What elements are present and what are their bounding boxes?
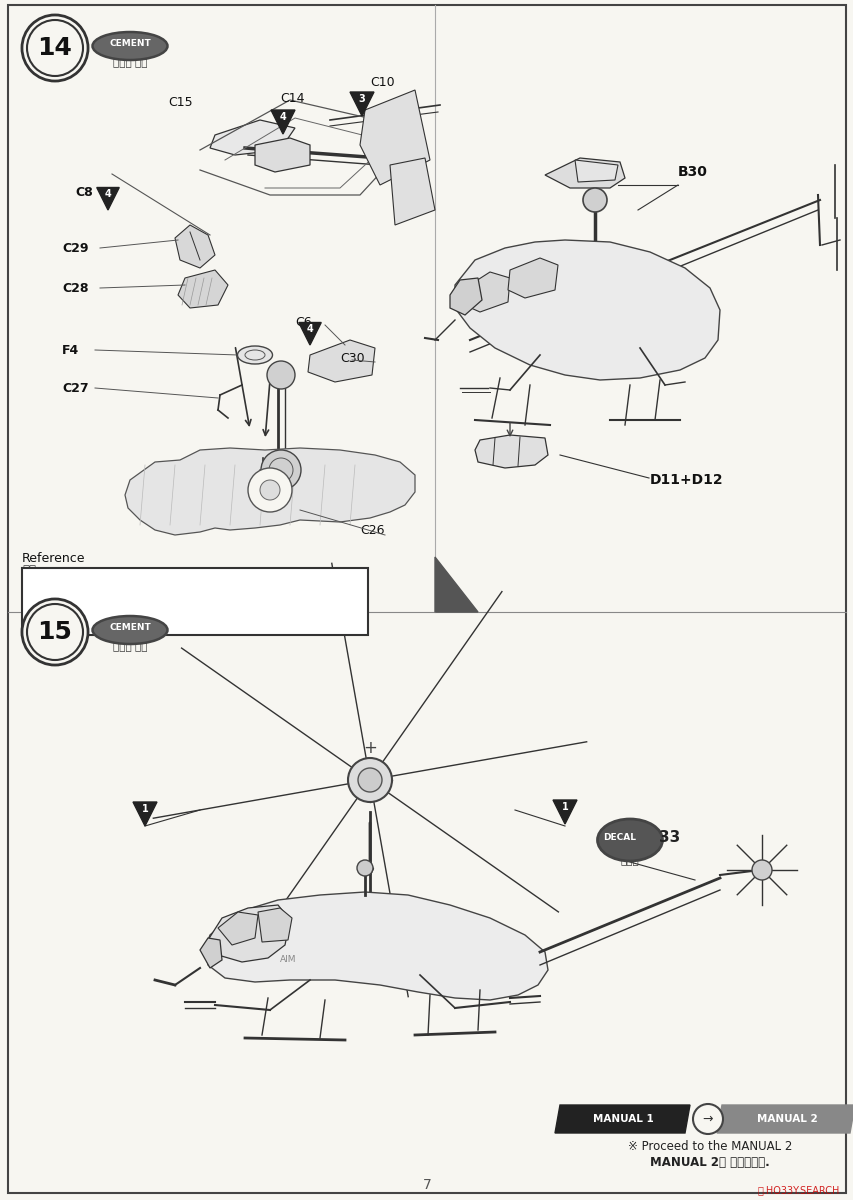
Circle shape [261,450,300,490]
Polygon shape [450,278,481,314]
Polygon shape [717,1105,853,1133]
Text: 7: 7 [422,1178,431,1192]
Text: D11+D12: D11+D12 [649,473,722,487]
Ellipse shape [597,818,662,862]
Circle shape [357,860,373,876]
Text: C26: C26 [360,523,384,536]
Polygon shape [574,160,618,182]
Polygon shape [218,912,258,946]
Polygon shape [360,90,430,185]
Text: DECAL: DECAL [603,834,635,842]
Text: 15: 15 [38,620,73,644]
Circle shape [751,860,771,880]
Text: C15: C15 [168,96,193,108]
Polygon shape [175,226,215,268]
Text: ※ Proceed to the MANUAL 2: ※ Proceed to the MANUAL 2 [627,1140,792,1153]
Polygon shape [554,1105,689,1133]
Polygon shape [390,158,434,226]
Polygon shape [208,905,290,962]
Polygon shape [255,138,310,172]
Polygon shape [508,258,557,298]
Text: 접착제 사용: 접착제 사용 [113,641,147,650]
Text: MANUAL 2로 이어집니다.: MANUAL 2로 이어집니다. [649,1157,769,1170]
Text: C10: C10 [369,76,394,89]
Text: Ⓝ.HO33Y.SEARCH: Ⓝ.HO33Y.SEARCH [757,1186,839,1195]
Text: C14: C14 [280,91,305,104]
Text: C29: C29 [62,241,89,254]
Polygon shape [200,938,222,968]
Circle shape [583,188,606,212]
Text: C30: C30 [339,352,364,365]
Polygon shape [258,908,292,942]
Ellipse shape [92,616,167,644]
Circle shape [357,768,381,792]
Text: CEMENT: CEMENT [109,40,151,48]
Text: 전사지: 전사지 [620,854,639,865]
Circle shape [27,20,83,76]
Polygon shape [270,110,294,134]
Text: CEMENT: CEMENT [109,624,151,632]
Text: MANUAL 1: MANUAL 1 [592,1114,653,1124]
Text: 3: 3 [358,94,365,104]
Circle shape [692,1104,722,1134]
Text: 1: 1 [142,804,148,814]
Polygon shape [177,270,228,308]
Text: +: + [363,739,376,757]
Text: C28: C28 [62,282,89,294]
Bar [22,568,368,635]
Polygon shape [544,158,624,188]
Text: 4: 4 [105,188,111,199]
Polygon shape [474,434,548,468]
Circle shape [22,14,88,82]
Text: B30: B30 [677,164,707,179]
Text: C15: C15 [30,570,55,582]
Polygon shape [455,240,719,380]
Circle shape [259,480,280,500]
Text: C10: C10 [200,571,223,584]
Polygon shape [461,272,509,312]
Text: Reference: Reference [22,552,85,564]
Polygon shape [350,92,374,116]
Polygon shape [96,187,119,210]
Text: 4: 4 [279,112,286,122]
Circle shape [267,361,294,389]
Circle shape [347,758,392,802]
Polygon shape [299,323,321,346]
Text: C14: C14 [290,607,313,620]
Polygon shape [308,340,374,382]
Ellipse shape [92,32,167,60]
Polygon shape [553,800,577,824]
Text: 1: 1 [561,802,568,812]
Text: AIM: AIM [280,955,296,965]
Text: F4: F4 [62,343,79,356]
Text: 접착제 사용: 접착제 사용 [113,56,147,67]
Polygon shape [35,578,95,622]
Polygon shape [125,448,415,535]
Text: 4: 4 [306,324,313,334]
Text: C27: C27 [62,382,89,395]
Polygon shape [434,557,478,612]
Text: C6: C6 [294,316,311,329]
Circle shape [27,604,83,660]
Text: →: → [702,1112,712,1126]
Ellipse shape [237,346,272,364]
Text: 14: 14 [38,36,73,60]
Text: 33: 33 [659,830,680,846]
Polygon shape [133,802,157,826]
Text: MANUAL 2: MANUAL 2 [756,1114,816,1124]
Text: C8: C8 [75,186,93,198]
Circle shape [22,599,88,665]
Polygon shape [205,892,548,1000]
Polygon shape [210,120,294,155]
Text: C6: C6 [154,622,171,635]
Text: 참고: 참고 [22,564,36,576]
Circle shape [247,468,292,512]
